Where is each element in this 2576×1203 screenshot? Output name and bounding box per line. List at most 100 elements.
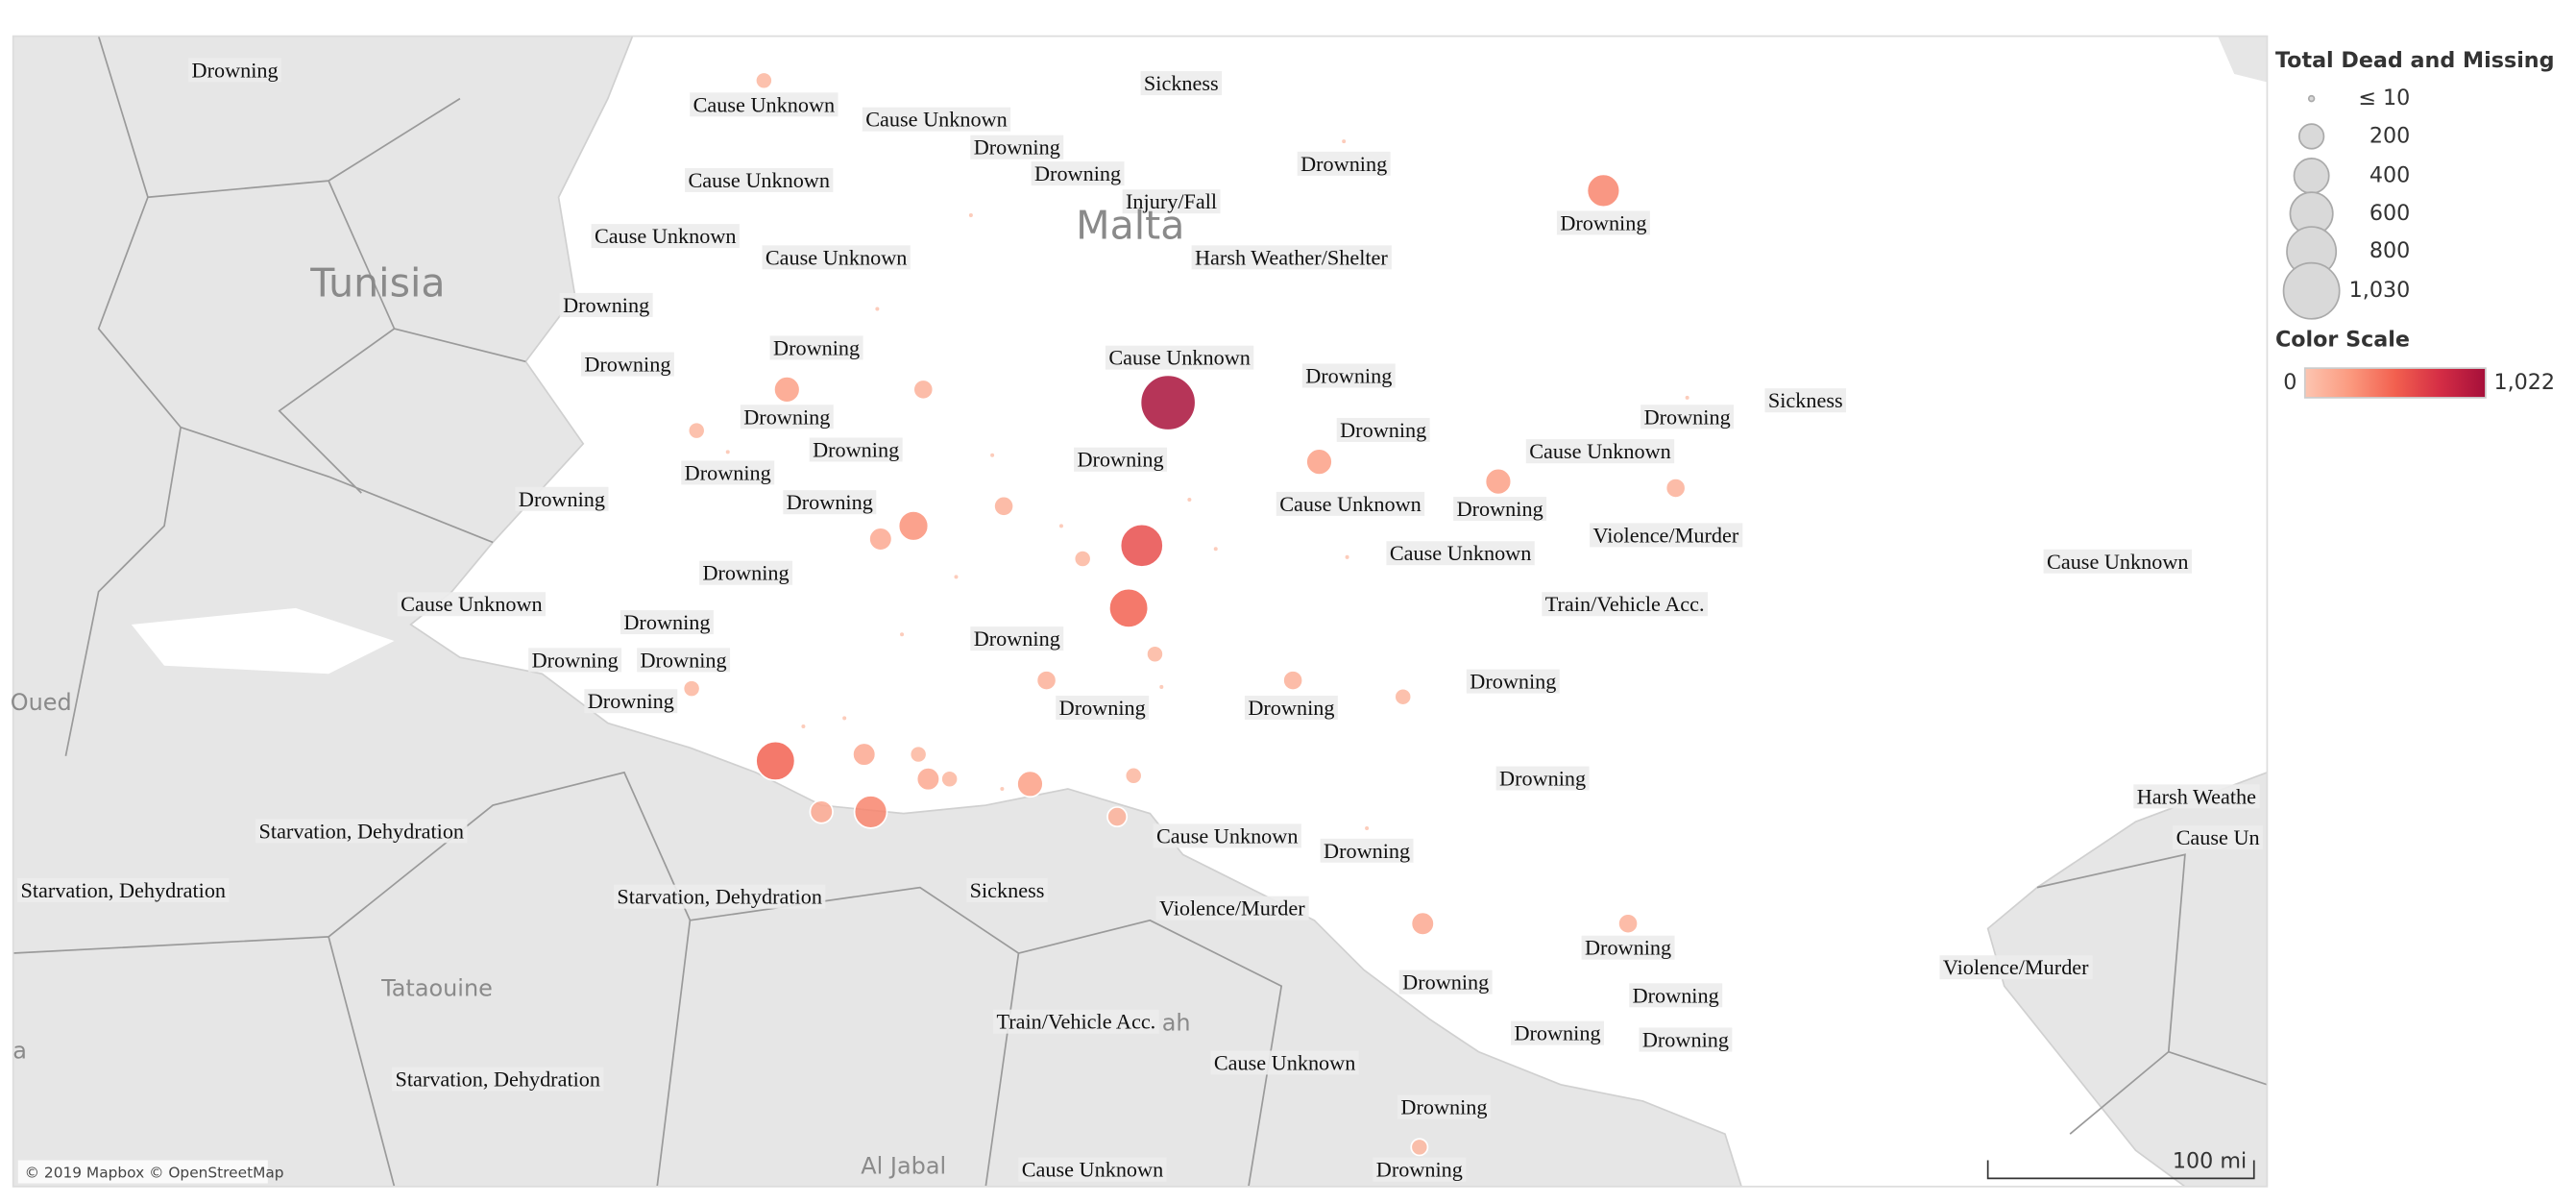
label-bg (392, 1067, 604, 1092)
incident-label: Drowning (1644, 405, 1731, 429)
incident-label: Drowning (1642, 1027, 1729, 1051)
label-bg (614, 884, 826, 909)
map-places: Tunisia Malta Oued Tataouine Al Jabal ah… (11, 203, 2255, 1184)
incident-bubble (1282, 670, 1304, 692)
incident-bubble (809, 799, 834, 824)
incident-label: Cause Un (2176, 825, 2260, 849)
label-bg (809, 437, 903, 462)
incident-bubble (1016, 770, 1044, 798)
incident-bubble (755, 740, 796, 782)
incident-bubble (1106, 806, 1129, 828)
size-key-label: 400 (2369, 163, 2410, 188)
incident-bubble (1157, 683, 1166, 691)
label-bg (1581, 935, 1675, 960)
color-max: 1,022 (2493, 370, 2555, 395)
label-bg (1297, 151, 1391, 176)
size-key-label: 600 (2369, 201, 2410, 226)
incident-bubble (898, 630, 906, 638)
incident-label: Sickness (1768, 388, 1843, 412)
incident-label: Cause Unknown (865, 108, 1008, 132)
incident-label: Starvation, Dehydration (396, 1068, 601, 1092)
label-bg (1301, 363, 1396, 388)
attribution[interactable]: © 2019 Mapbox © OpenStreetMap (25, 1165, 284, 1182)
incident-label: Drowning (1300, 152, 1387, 176)
label-bg (1397, 1094, 1491, 1119)
scale-label: 100 mi (2173, 1149, 2247, 1174)
label-bg (637, 648, 731, 673)
place-label: Tataouine (380, 975, 493, 1002)
label-bg (255, 819, 468, 844)
label-bg (620, 610, 714, 635)
incident-label: Drowning (1034, 161, 1121, 185)
incident-bubble (687, 421, 706, 440)
label-bg (1629, 983, 1723, 1008)
size-key (2297, 123, 2325, 150)
label-bg (1542, 592, 1708, 617)
incident-label: Drowning (532, 648, 619, 672)
incident-bubble (1057, 522, 1065, 530)
incident-bubble (1212, 545, 1220, 552)
incident-label: Drowning (1633, 983, 1719, 1007)
incident-label: Harsh Weather/Shelter (1195, 245, 1388, 269)
place-label: a (12, 1038, 27, 1065)
label-bg (1453, 497, 1547, 522)
incident-bubble (682, 679, 701, 699)
label-bg (188, 58, 282, 83)
label-bg (1336, 417, 1430, 442)
incident-bubble (1394, 687, 1413, 706)
incident-label: Drowning (1305, 363, 1392, 387)
incident-bubble (1119, 523, 1164, 568)
incident-label: Cause Unknown (1156, 823, 1299, 847)
incident-bubble (1363, 824, 1371, 832)
size-key-label: ≤ 10 (2358, 86, 2410, 110)
scale-bar (1986, 1160, 2255, 1180)
incident-label: Sickness (1144, 71, 1219, 95)
incident-label: Drowning (1560, 210, 1646, 234)
place-label: Tunisia (309, 260, 445, 307)
label-bg (1640, 405, 1735, 430)
incident-bubble (1340, 137, 1348, 145)
label-bg (1939, 955, 2093, 980)
incident-bubble (998, 785, 1007, 793)
incident-label: Drowning (623, 610, 710, 634)
incident-bubble (754, 71, 773, 90)
incident-bubble (799, 723, 808, 730)
label-bg (1276, 491, 1425, 516)
label-bg (515, 486, 609, 511)
incident-bubble (1683, 394, 1691, 402)
incident-label: Starvation, Dehydration (617, 885, 822, 909)
incident-bubble (1139, 374, 1197, 431)
incident-label: Drowning (1059, 696, 1146, 720)
size-key (2282, 261, 2341, 320)
incident-bubble (724, 448, 732, 456)
incident-bubble (1343, 553, 1351, 561)
incident-label: Starvation, Dehydration (259, 819, 465, 843)
incident-bubble (853, 795, 888, 829)
incident-label: Drowning (1585, 936, 1671, 960)
incident-label: Drowning (1340, 418, 1426, 442)
incident-label: Drowning (1402, 970, 1489, 994)
label-bg (1495, 766, 1590, 791)
incident-bubble (1410, 911, 1435, 936)
incident-bubble (1073, 550, 1092, 568)
label-bg (1386, 541, 1535, 566)
label-bg (1556, 210, 1650, 235)
incident-label: Drowning (1376, 1158, 1463, 1182)
label-bg (993, 1009, 1159, 1034)
incident-label: Violence/Murder (1943, 955, 2089, 979)
incident-label: Cause Unknown (766, 245, 908, 269)
incident-bubble (840, 714, 848, 723)
incident-bubble (897, 510, 930, 542)
incident-bubble (952, 573, 960, 581)
incident-label: Train/Vehicle Acc. (1545, 592, 1705, 616)
label-bg (1105, 345, 1254, 370)
label-bg (17, 877, 230, 902)
incident-bubble (988, 452, 996, 459)
label-bg (762, 245, 911, 270)
incident-label: Drowning (1324, 839, 1410, 863)
incident-label: Train/Vehicle Acc. (996, 1010, 1155, 1034)
incident-label: Drowning (1470, 670, 1556, 694)
incident-label: Cause Unknown (1214, 1050, 1356, 1074)
incident-label: Drowning (1514, 1021, 1600, 1045)
